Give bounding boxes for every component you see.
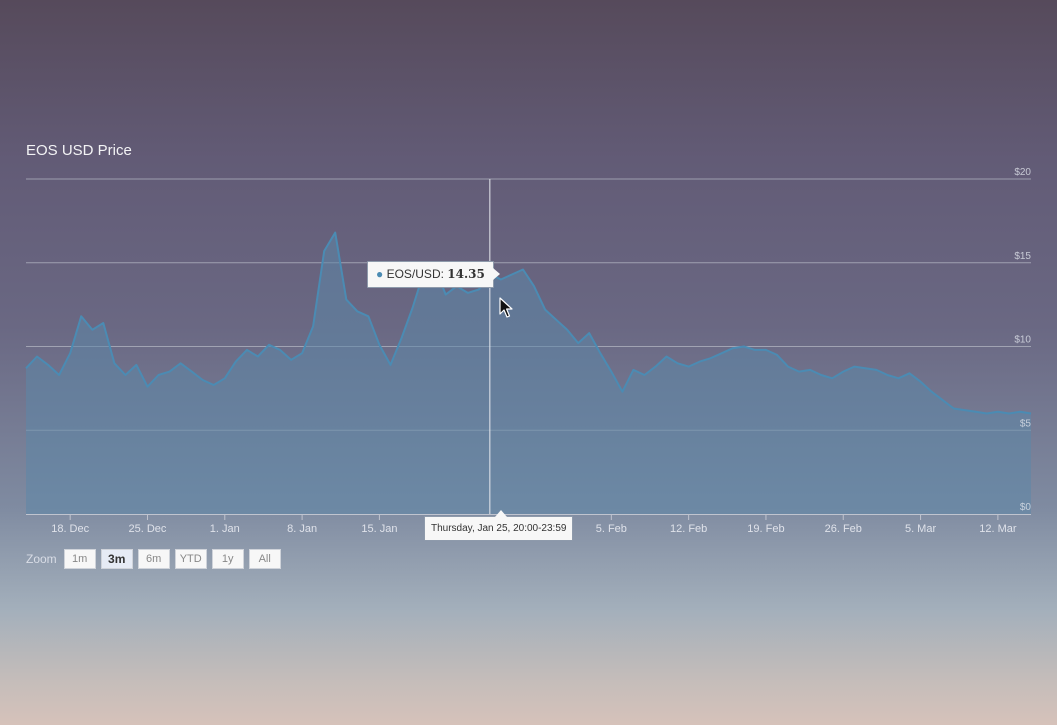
tooltip-series-name: EOS/USD [387, 267, 441, 281]
x-tick-label: 25. Dec [129, 523, 167, 535]
zoom-1y-button[interactable]: 1y [212, 549, 244, 569]
x-tick-label: 18. Dec [51, 523, 89, 535]
mouse-pointer-icon [499, 297, 513, 319]
x-tick-label: 5. Feb [596, 523, 627, 535]
y-tick-label: $20 [1014, 167, 1031, 178]
date-tooltip: Thursday, Jan 25, 20:00-23:59 [424, 516, 573, 541]
x-tick-label: 15. Jan [361, 523, 397, 535]
zoom-3m-button[interactable]: 3m [101, 549, 133, 569]
y-tick-label: $0 [1020, 502, 1032, 513]
zoom-1m-button[interactable]: 1m [64, 549, 96, 569]
series-dot-icon: ● [376, 267, 383, 281]
y-tick-label: $15 [1014, 251, 1031, 262]
x-tick-label: 12. Feb [670, 523, 707, 535]
tooltip-date: Thursday, Jan 25, 20:00-23:59 [431, 523, 566, 534]
tooltip-separator: : [441, 267, 444, 281]
price-area [26, 233, 1031, 514]
x-tick-label: 1. Jan [210, 523, 240, 535]
zoom-selector: Zoom 1m 3m 6m YTD 1y All [26, 547, 282, 570]
x-tick-label: 8. Jan [287, 523, 317, 535]
zoom-6m-button[interactable]: 6m [138, 549, 170, 569]
zoom-ytd-button[interactable]: YTD [175, 549, 207, 569]
zoom-label: Zoom [26, 552, 57, 566]
tooltip-value: 14.35 [447, 267, 485, 281]
x-tick-label: 12. Mar [979, 523, 1017, 535]
y-tick-label: $5 [1020, 418, 1032, 429]
series-tooltip: ● EOS/USD: 14.35 [367, 261, 494, 288]
x-tick-label: 5. Mar [905, 523, 937, 535]
x-tick-label: 19. Feb [747, 523, 784, 535]
x-tick-label: 26. Feb [825, 523, 862, 535]
y-tick-label: $10 [1014, 335, 1031, 346]
zoom-all-button[interactable]: All [249, 549, 281, 569]
